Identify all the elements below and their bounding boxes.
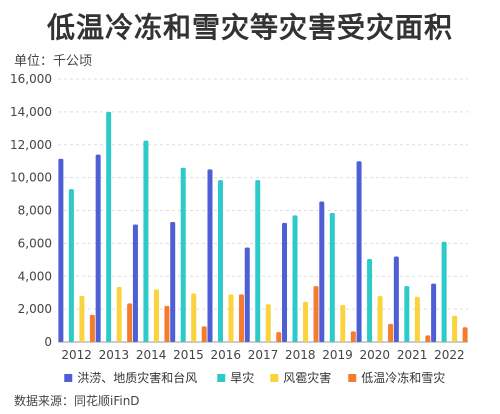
y-tick-label: 16,000 (10, 72, 52, 86)
bar (340, 305, 346, 342)
bar (452, 315, 458, 342)
legend-label: 风雹灾害 (283, 370, 331, 385)
x-tick-label: 2018 (285, 348, 316, 362)
bar (127, 303, 133, 342)
x-tick-label: 2022 (434, 348, 465, 362)
legend-swatch (270, 374, 279, 382)
bar (238, 294, 244, 342)
bar (207, 169, 213, 342)
bar (116, 286, 122, 342)
x-tick-label: 2014 (136, 348, 167, 362)
bar (180, 167, 186, 342)
y-tick-label: 14,000 (10, 105, 52, 119)
x-tick-label: 2017 (248, 348, 279, 362)
bar (313, 286, 319, 342)
bar (356, 161, 362, 342)
bar (431, 283, 437, 342)
y-tick-label: 2,000 (18, 302, 52, 316)
source-note: 数据来源：同花顺iFinD (14, 394, 140, 408)
x-tick-label: 2016 (210, 348, 241, 362)
y-tick-label: 4,000 (18, 269, 52, 283)
bar (228, 294, 234, 342)
bar (425, 335, 431, 342)
bar (292, 215, 298, 342)
bar (79, 295, 85, 342)
legend-label: 旱灾 (230, 370, 254, 385)
legend-swatch (64, 374, 73, 382)
bar (404, 286, 410, 342)
bar (217, 180, 223, 342)
x-tick-label: 2012 (61, 348, 92, 362)
unit-label: 单位：千公顷 (14, 54, 93, 69)
bar (367, 258, 373, 342)
bar (164, 305, 170, 342)
bar (265, 304, 271, 342)
bar (393, 256, 399, 342)
x-tick-label: 2015 (173, 348, 204, 362)
bar (377, 295, 383, 342)
bar (191, 293, 197, 342)
bar (255, 180, 261, 342)
chart-title: 低温冷冻和雪灾等灾害受灾面积 (46, 11, 453, 44)
bar (143, 140, 149, 342)
bar (303, 301, 309, 342)
x-tick-label: 2020 (360, 348, 391, 362)
legend-label: 洪涝、地质灾害和台风 (77, 370, 197, 385)
bar (282, 222, 288, 342)
bar (462, 327, 468, 342)
bar (89, 314, 95, 342)
legend-swatch (348, 374, 357, 382)
y-tick-label: 8,000 (18, 204, 52, 218)
bar (244, 247, 250, 342)
y-tick-label: 6,000 (18, 236, 52, 250)
bar (58, 158, 64, 342)
bar (201, 326, 207, 342)
y-tick-label: 0 (44, 335, 52, 349)
bar (95, 154, 101, 342)
bar (170, 222, 176, 342)
bar (106, 111, 112, 342)
bar (350, 331, 356, 342)
x-tick-label: 2013 (99, 348, 130, 362)
y-tick-label: 10,000 (10, 171, 52, 185)
bar (276, 332, 282, 342)
x-tick-label: 2021 (397, 348, 428, 362)
bar (414, 296, 420, 342)
legend-label: 低温冷冻和雪灾 (361, 370, 445, 385)
bar (68, 189, 74, 342)
bar (388, 323, 394, 342)
bar (132, 224, 138, 342)
legend-swatch (217, 374, 226, 382)
y-tick-label: 12,000 (10, 138, 52, 152)
bar (329, 212, 335, 342)
x-tick-label: 2019 (322, 348, 353, 362)
bar (441, 241, 447, 342)
bar (319, 201, 325, 342)
bar (153, 289, 159, 342)
